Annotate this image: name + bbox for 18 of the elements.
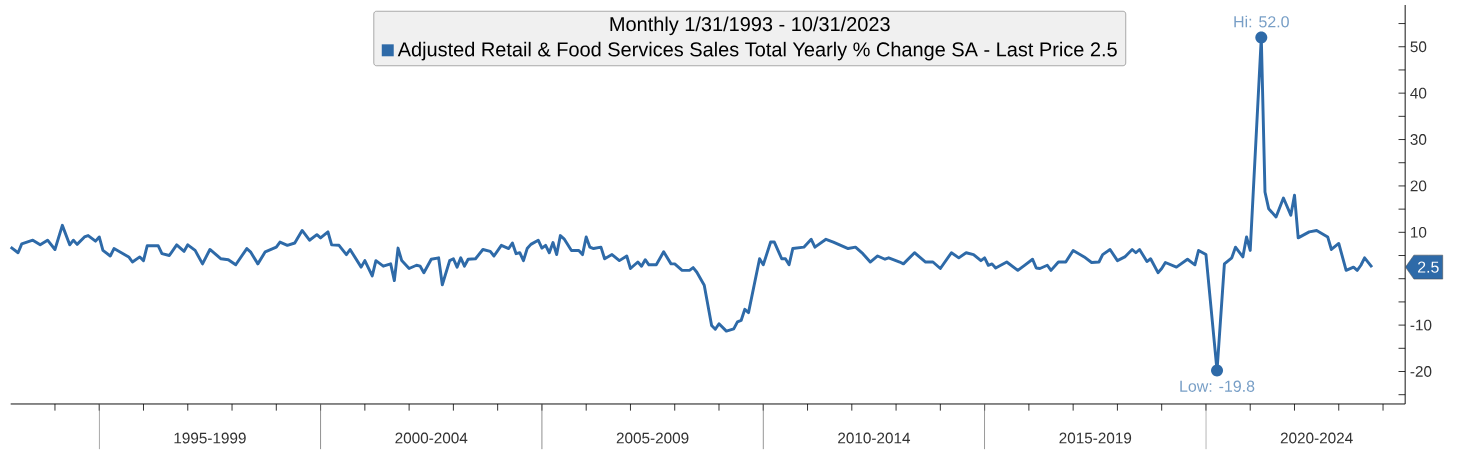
annotation: Hi: 52.0 [1234,15,1289,28]
y-tick-label: -10 [1410,319,1432,331]
y-tick-label: 50 [1410,41,1427,53]
annotation: 2.5 [1417,261,1439,273]
y-tick-label: 20 [1410,180,1427,192]
legend-label: Adjusted Retail & Food Services Sales Total Yearly % Change SA - Last Price 2.5 [397,41,1117,61]
x-tick-label: 2015-2019 [1059,432,1132,444]
x-tick-label: 2005-2009 [616,432,689,444]
x-tick-label: 2020-2024 [1280,432,1353,444]
x-tick-label: 2000-2004 [395,432,468,444]
legend-title: Monthly 1/31/1993 - 10/31/2023 [610,16,890,36]
x-tick-label: 2010-2014 [838,432,911,444]
y-tick-label: 30 [1410,134,1427,146]
x-tick-label: 1995-1999 [174,432,246,444]
y-tick-label: 10 [1411,226,1427,238]
y-tick-label: -20 [1410,366,1432,377]
y-tick-label: 40 [1410,87,1427,99]
annotation: Low: -19.8 [1180,380,1255,392]
